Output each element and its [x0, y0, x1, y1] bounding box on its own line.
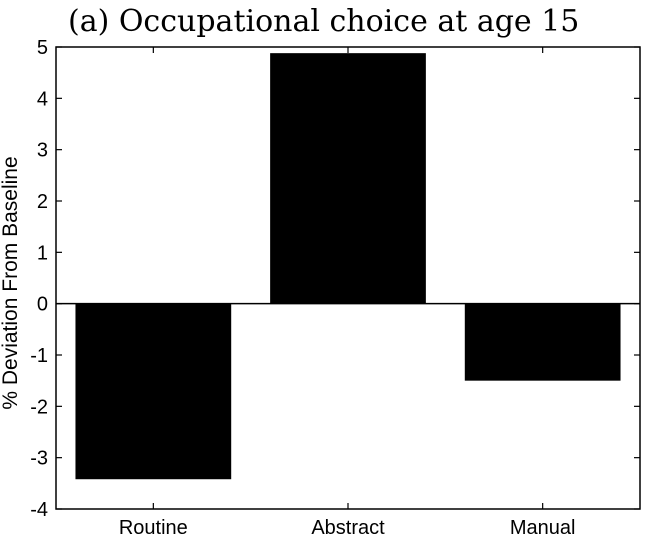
x-tick-label: Abstract — [311, 517, 385, 539]
x-tick-label: Manual — [510, 517, 576, 539]
plot-frame — [55, 46, 641, 510]
y-tick-label: 4 — [37, 88, 48, 110]
y-tick-label: -4 — [30, 499, 48, 521]
y-tick-label: 0 — [37, 294, 48, 316]
y-tick-label: 3 — [37, 140, 48, 162]
y-tick-label: -3 — [30, 448, 48, 470]
y-tick-label: 1 — [37, 242, 48, 264]
bar-abstract — [270, 53, 426, 304]
bars-group — [75, 53, 621, 480]
y-tick-label: 5 — [37, 37, 48, 59]
y-tick-label: 2 — [37, 191, 48, 213]
y-tick-label: -1 — [30, 345, 48, 367]
bar-manual — [464, 303, 621, 381]
tick-labels-group: Routine Abstract Manual -4 -3 -2 -1 0 1 2 3 4 5 — [30, 37, 575, 539]
bar-routine — [75, 303, 232, 480]
chart-title: (a) Occupational choice at age 15 — [68, 4, 579, 39]
y-axis-label: % Deviation From Baseline — [0, 156, 22, 409]
y-tick-label: -2 — [30, 396, 48, 418]
x-tick-label: Routine — [119, 517, 188, 539]
